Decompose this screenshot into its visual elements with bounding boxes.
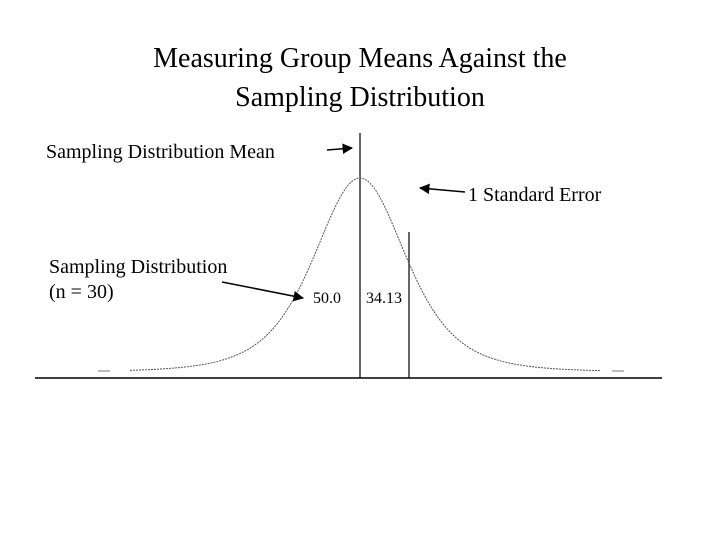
se-label: 1 Standard Error — [468, 184, 602, 206]
title-line: Sampling Distribution — [235, 82, 485, 113]
arrow — [326, 143, 354, 154]
area-label: 50.0 — [313, 290, 341, 307]
arrow — [221, 281, 305, 302]
distribution-curve — [129, 177, 600, 372]
distribution-label: Sampling Distribution — [49, 256, 227, 278]
mean-label: Sampling Distribution Mean — [46, 141, 275, 163]
distribution-label: (n = 30) — [49, 281, 114, 303]
area-label: 34.13 — [366, 290, 402, 307]
title-line: Measuring Group Means Against the — [153, 43, 567, 74]
arrow — [418, 183, 466, 195]
